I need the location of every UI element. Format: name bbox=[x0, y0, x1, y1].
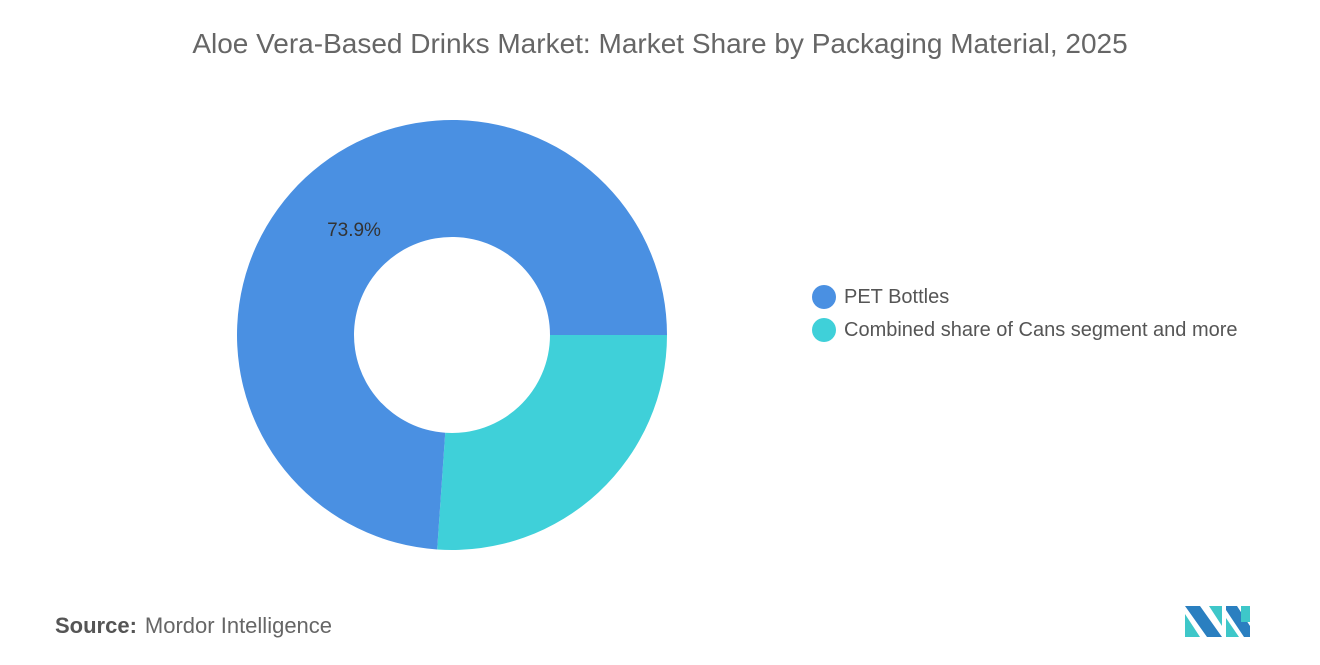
chart-title: Aloe Vera-Based Drinks Market: Market Sh… bbox=[192, 28, 1128, 59]
source-value: Mordor Intelligence bbox=[144, 613, 333, 638]
legend-label: Combined share of Cans segment and more bbox=[844, 318, 1238, 341]
source-note: Source: Mordor Intelligence bbox=[55, 613, 332, 639]
data-label-pet-bottles: 73.9% bbox=[327, 220, 381, 241]
legend-item-pet-bottles: PET Bottles bbox=[812, 285, 949, 309]
source-label: Source: bbox=[55, 613, 137, 638]
legend-label: PET Bottles bbox=[844, 285, 950, 308]
legend-item-cans-and-more: Combined share of Cans segment and more bbox=[812, 318, 1238, 342]
slice-cans-and-more bbox=[437, 335, 667, 551]
legend-swatch bbox=[812, 285, 836, 309]
slice-pet-bottles bbox=[237, 120, 667, 550]
legend-swatch bbox=[812, 318, 836, 342]
